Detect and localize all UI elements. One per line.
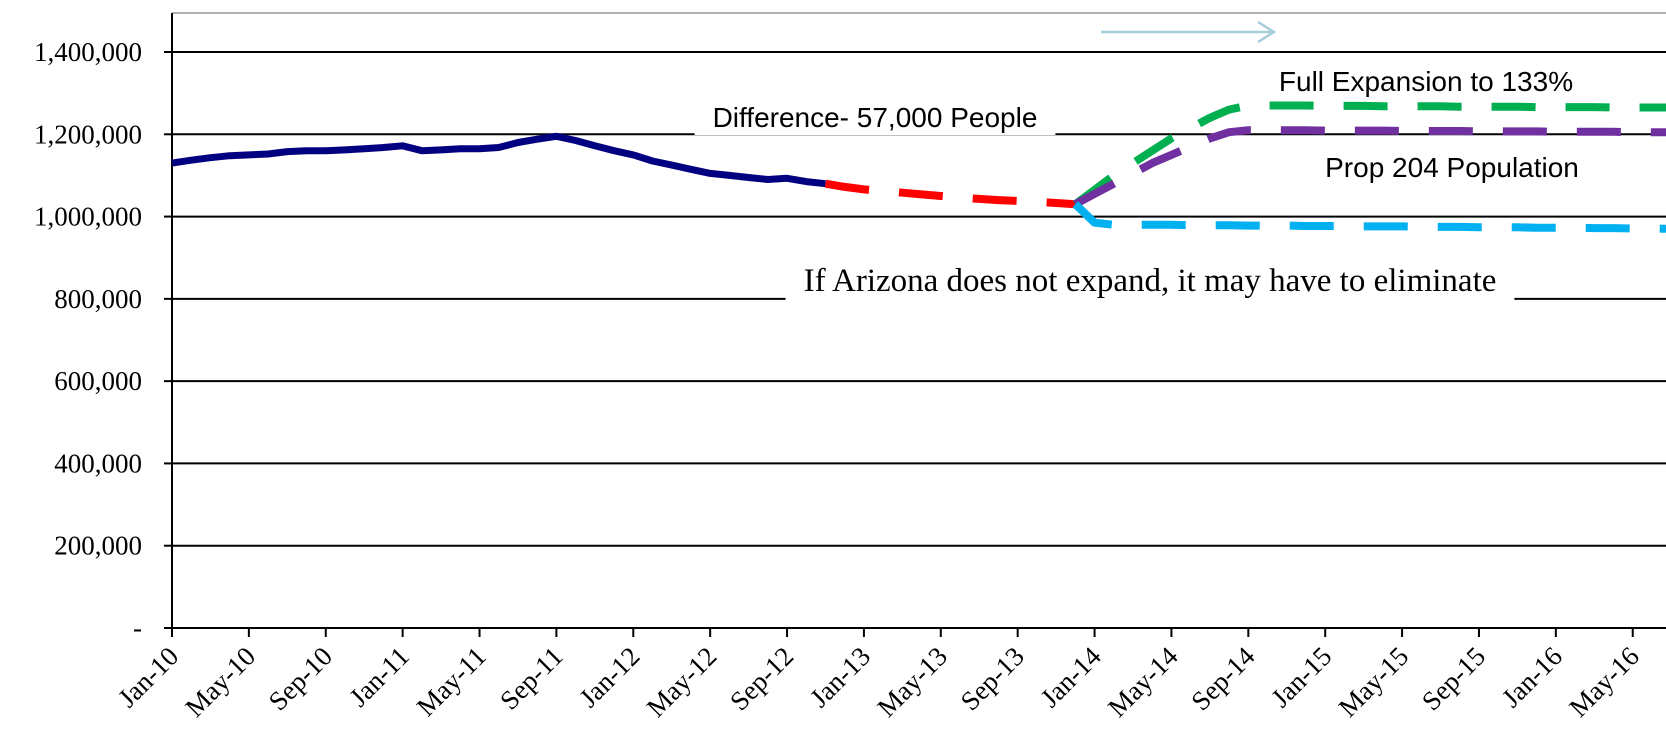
x-tick-label: May-12 [641,641,723,723]
x-tick-label: Jan-10 [112,641,184,713]
x-tick-label: Jan-13 [804,641,876,713]
x-tick-label: Jan-11 [343,641,414,712]
y-tick-label: 200,000 [54,531,142,561]
annotation-background [1307,150,1597,185]
y-tick-label: 1,000,000 [34,202,142,232]
annotation: If Arizona does not expand, it may have … [804,263,1497,299]
x-tick-label: May-11 [411,641,492,722]
annotation-background [785,261,1515,301]
y-tick-label: 400,000 [54,448,142,478]
x-tick-label: Jan-14 [1035,641,1107,713]
y-tick-label: 800,000 [54,284,142,314]
arrow-head [1257,20,1277,44]
x-tick-label: Sep-15 [1416,641,1491,716]
annotation-background [1260,64,1592,99]
x-tick-label: May-14 [1102,641,1184,723]
x-tick-label: Jan-12 [573,641,645,713]
x-tick-label: May-15 [1333,641,1415,723]
series-line [1073,126,1666,208]
x-tick-label: May-10 [179,641,261,723]
y-tick-label: 600,000 [54,366,142,396]
annotation: Difference- 57,000 People [713,102,1038,133]
annotation: Full Expansion to 133% [1279,66,1573,97]
x-tick-label: May-13 [871,641,953,723]
x-tick-label: Sep-13 [955,641,1030,716]
x-tick-label: May-16 [1563,641,1645,723]
annotation: Prop 204 Population [1325,152,1579,183]
y-tick-label: 1,400,000 [34,37,142,67]
x-tick-label: Sep-10 [263,641,338,716]
series-line [1072,101,1666,208]
series-line [824,179,1076,209]
y-tick-label: 1,200,000 [34,119,142,149]
x-tick-label: Jan-16 [1496,641,1568,713]
annotation-background [694,100,1056,135]
x-tick-label: Sep-11 [494,641,569,716]
x-tick-label: Jan-15 [1265,641,1337,713]
series-line [1072,201,1666,233]
series-line [171,132,826,188]
y-tick-label: - [133,613,142,643]
x-tick-label: Sep-14 [1185,641,1261,717]
x-tick-label: Sep-12 [724,641,799,716]
